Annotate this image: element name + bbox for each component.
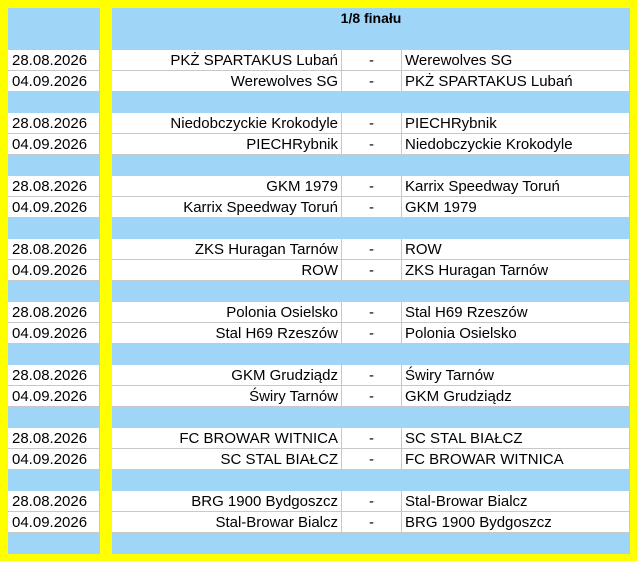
home-team: Stal H69 Rzeszów <box>112 323 342 344</box>
away-team: Stal H69 Rzeszów <box>402 302 630 323</box>
home-team: ZKS Huragan Tarnów <box>112 239 342 260</box>
date-cell: 28.08.2026 <box>8 302 100 323</box>
separator: - <box>342 365 402 386</box>
spacer-cell <box>112 92 630 113</box>
away-team: FC BROWAR WITNICA <box>402 449 630 470</box>
date-cell: 04.09.2026 <box>8 512 100 533</box>
home-team: Werewolves SG <box>112 71 342 92</box>
home-team: PKŻ SPARTAKUS Lubań <box>112 50 342 71</box>
date-cell: 28.08.2026 <box>8 365 100 386</box>
home-team: Stal-Browar Bialcz <box>112 512 342 533</box>
separator: - <box>342 260 402 281</box>
separator: - <box>342 134 402 155</box>
spacer-cell <box>8 218 100 239</box>
spacer-cell <box>112 407 630 428</box>
spacer-cell <box>112 218 630 239</box>
separator: - <box>342 50 402 71</box>
away-team: Werewolves SG <box>402 50 630 71</box>
spacer-cell <box>8 281 100 302</box>
separator: - <box>342 113 402 134</box>
away-team: Niedobczyckie Krokodyle <box>402 134 630 155</box>
home-team: BRG 1900 Bydgoszcz <box>112 491 342 512</box>
away-team: Karrix Speedway Toruń <box>402 176 630 197</box>
home-team: FC BROWAR WITNICA <box>112 428 342 449</box>
away-team: PKŻ SPARTAKUS Lubań <box>402 71 630 92</box>
home-team: Polonia Osielsko <box>112 302 342 323</box>
date-cell: 04.09.2026 <box>8 71 100 92</box>
separator: - <box>342 71 402 92</box>
spacer-cell <box>8 92 100 113</box>
home-team: Niedobczyckie Krokodyle <box>112 113 342 134</box>
separator: - <box>342 239 402 260</box>
separator: - <box>342 491 402 512</box>
away-team: Polonia Osielsko <box>402 323 630 344</box>
date-cell: 04.09.2026 <box>8 134 100 155</box>
date-cell: 04.09.2026 <box>8 323 100 344</box>
date-cell: 28.08.2026 <box>8 491 100 512</box>
date-cell: 28.08.2026 <box>8 50 100 71</box>
away-team: Świry Tarnów <box>402 365 630 386</box>
home-team: Świry Tarnów <box>112 386 342 407</box>
spacer-cell <box>112 281 630 302</box>
home-team: Karrix Speedway Toruń <box>112 197 342 218</box>
date-cell: 28.08.2026 <box>8 113 100 134</box>
date-cell: 04.09.2026 <box>8 386 100 407</box>
separator: - <box>342 386 402 407</box>
separator: - <box>342 176 402 197</box>
spacer-cell <box>112 155 630 176</box>
separator: - <box>342 302 402 323</box>
spacer-cell <box>8 155 100 176</box>
home-team: GKM 1979 <box>112 176 342 197</box>
separator: - <box>342 428 402 449</box>
separator: - <box>342 197 402 218</box>
away-team: ZKS Huragan Tarnów <box>402 260 630 281</box>
date-cell: 04.09.2026 <box>8 197 100 218</box>
home-team: SC STAL BIAŁCZ <box>112 449 342 470</box>
away-team: PIECHRybnik <box>402 113 630 134</box>
date-cell: 28.08.2026 <box>8 239 100 260</box>
spacer-cell <box>8 470 100 491</box>
spacer-cell <box>8 533 100 554</box>
away-team: SC STAL BIAŁCZ <box>402 428 630 449</box>
date-cell: 28.08.2026 <box>8 176 100 197</box>
separator: - <box>342 449 402 470</box>
spacer-cell <box>8 29 100 50</box>
away-team: ROW <box>402 239 630 260</box>
away-team: Stal-Browar Bialcz <box>402 491 630 512</box>
date-cell: 28.08.2026 <box>8 428 100 449</box>
separator: - <box>342 512 402 533</box>
spacer-cell <box>112 533 630 554</box>
away-team: GKM 1979 <box>402 197 630 218</box>
spacer-cell <box>8 344 100 365</box>
away-team: GKM Grudziądz <box>402 386 630 407</box>
separator: - <box>342 323 402 344</box>
home-team: PIECHRybnik <box>112 134 342 155</box>
date-cell: 04.09.2026 <box>8 260 100 281</box>
home-team: ROW <box>112 260 342 281</box>
spacer-cell <box>112 344 630 365</box>
header-cell <box>8 8 100 29</box>
table-title: 1/8 finału <box>112 8 630 29</box>
home-team: GKM Grudziądz <box>112 365 342 386</box>
away-team: BRG 1900 Bydgoszcz <box>402 512 630 533</box>
spacer-cell <box>112 29 630 50</box>
spacer-cell <box>8 407 100 428</box>
spacer-cell <box>112 470 630 491</box>
date-cell: 04.09.2026 <box>8 449 100 470</box>
